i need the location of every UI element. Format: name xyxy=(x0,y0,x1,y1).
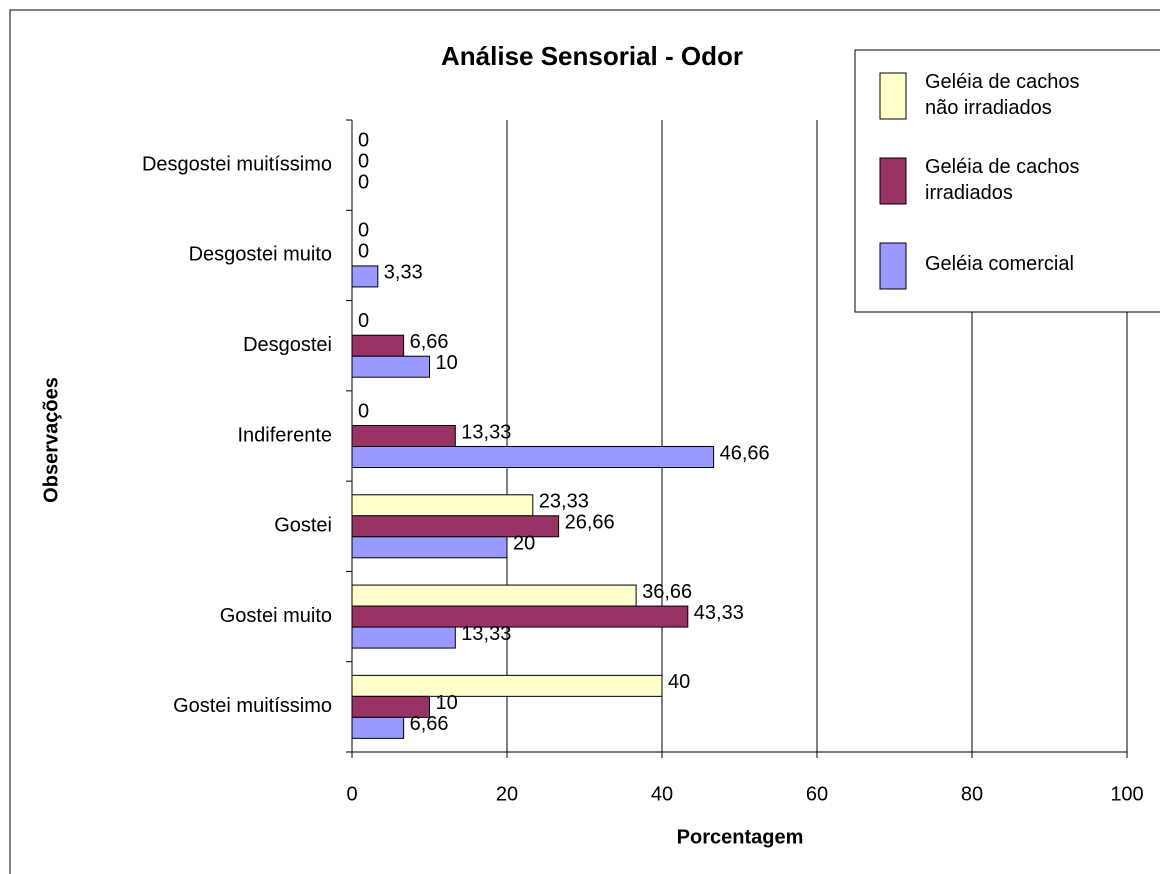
data-label: 13,33 xyxy=(461,421,511,443)
legend-label: Geléia de cachos não irradiados xyxy=(925,71,1080,119)
data-label: 20 xyxy=(513,533,535,555)
data-label: 10 xyxy=(436,692,458,714)
data-label: 10 xyxy=(436,352,458,374)
bar xyxy=(351,334,405,357)
x-tick-label: 0 xyxy=(346,783,357,805)
x-tick-label: 80 xyxy=(961,783,983,805)
bar xyxy=(351,536,508,559)
legend-swatch xyxy=(879,72,907,120)
bar xyxy=(351,494,534,517)
bar xyxy=(351,265,379,288)
data-label: 3,33 xyxy=(384,262,423,284)
bar xyxy=(351,355,430,378)
data-label: 40 xyxy=(668,671,690,693)
y-tick-label: Gostei muitíssimo xyxy=(173,695,332,717)
data-label: 43,33 xyxy=(694,602,744,624)
data-label: 36,66 xyxy=(642,581,692,603)
data-label: 0 xyxy=(358,129,369,151)
data-label: 0 xyxy=(358,171,369,193)
bar xyxy=(351,584,637,607)
data-label: 0 xyxy=(358,400,369,422)
x-axis-title: Porcentagem xyxy=(677,826,804,848)
bar xyxy=(351,674,663,697)
y-tick-label: Desgostei xyxy=(243,334,332,356)
y-tick-label: Desgostei muito xyxy=(189,244,332,266)
data-label: 6,66 xyxy=(410,713,449,735)
bar xyxy=(351,626,456,649)
bar xyxy=(351,716,405,739)
data-label: 0 xyxy=(358,310,369,332)
x-tick-label: 20 xyxy=(496,783,518,805)
x-tick-label: 100 xyxy=(1110,783,1143,805)
y-tick-label: Gostei muito xyxy=(220,605,332,627)
data-label: 6,66 xyxy=(410,331,449,353)
x-tick-label: 60 xyxy=(806,783,828,805)
legend-swatch xyxy=(879,157,907,205)
data-label: 46,66 xyxy=(720,442,770,464)
data-label: 0 xyxy=(358,150,369,172)
y-tick-label: Indiferente xyxy=(237,424,332,446)
data-label: 0 xyxy=(358,241,369,263)
legend-swatch xyxy=(879,242,907,290)
bar xyxy=(351,605,689,628)
x-tick-label: 40 xyxy=(651,783,673,805)
y-axis-title: Observações xyxy=(40,377,62,503)
y-tick-label: Desgostei muitíssimo xyxy=(142,153,332,175)
chart-title: Análise Sensorial - Odor xyxy=(441,41,743,71)
data-label: 23,33 xyxy=(539,491,589,513)
data-label: 0 xyxy=(358,220,369,242)
data-label: 13,33 xyxy=(461,623,511,645)
legend-label: Geléia de cachos irradiados xyxy=(925,156,1080,204)
bar xyxy=(351,425,456,447)
data-label: 26,66 xyxy=(565,512,615,534)
legend-label: Geléia comercial xyxy=(925,253,1074,275)
bar xyxy=(351,446,715,468)
y-tick-label: Gostei xyxy=(274,515,332,537)
